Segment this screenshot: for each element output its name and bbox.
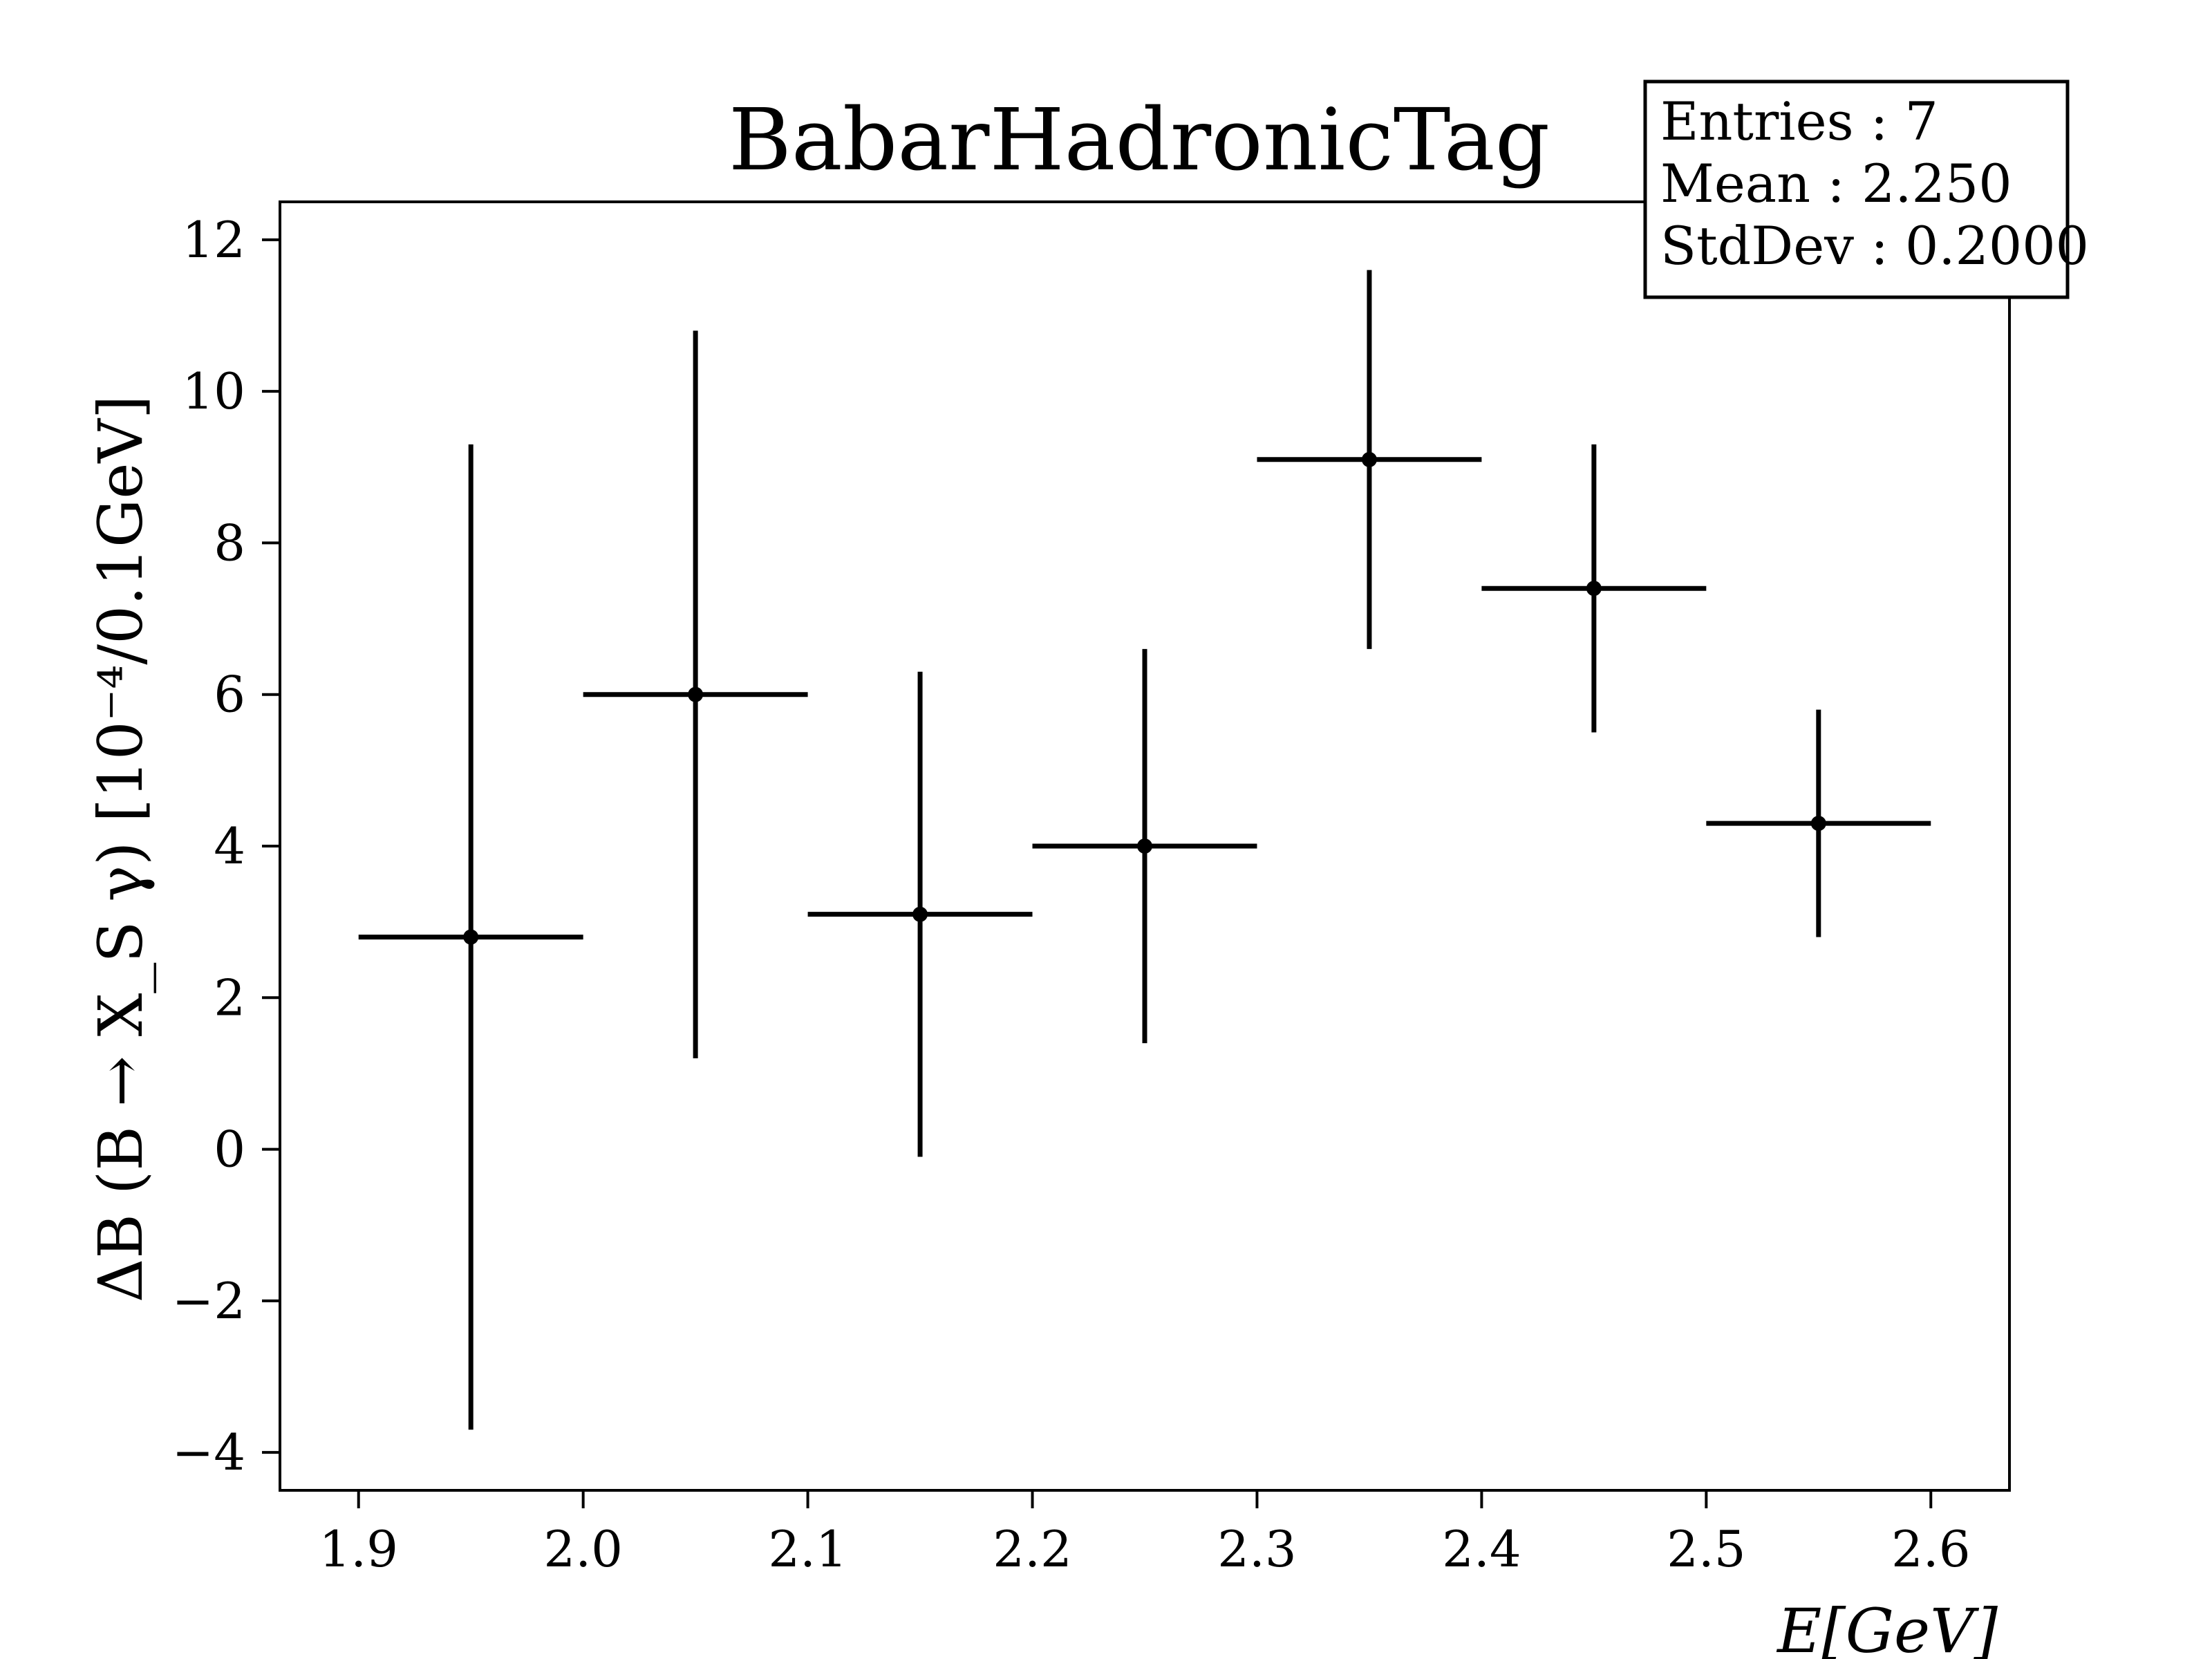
x-tick-label: 2.6 <box>1891 1520 1971 1578</box>
x-axis-label: E[GeV] <box>1776 1595 1998 1659</box>
data-point <box>912 906 928 922</box>
data-point <box>688 686 704 702</box>
data-point <box>463 929 479 945</box>
y-tick-label: 4 <box>214 817 245 875</box>
stats-entries: Entries : 7 <box>1660 91 1938 152</box>
y-axis-label: ΔB (B → X_S γ) [10⁻⁴/0.1GeV] <box>85 395 156 1303</box>
y-tick-label: 2 <box>214 968 245 1027</box>
stats-stddev: StdDev : 0.2000 <box>1660 215 2089 276</box>
data-point <box>1137 838 1152 854</box>
y-tick-label: −2 <box>172 1272 245 1330</box>
x-tick-label: 1.9 <box>319 1520 398 1578</box>
data-marks <box>358 270 1931 1430</box>
stats-box: Entries : 7 Mean : 2.250 StdDev : 0.2000 <box>1643 79 2089 299</box>
x-tick-label: 2.1 <box>768 1520 847 1578</box>
y-tick-label: 10 <box>182 362 245 420</box>
x-tick-label: 2.2 <box>993 1520 1072 1578</box>
x-axis: 1.9 2.0 2.1 2.2 2.3 2.4 2.5 2.6 <box>319 1490 1971 1578</box>
y-tick-label: 6 <box>214 666 245 724</box>
data-point <box>1810 816 1826 832</box>
chart-title: BabarHadronicTag <box>729 91 1550 190</box>
y-tick-label: 8 <box>214 514 245 572</box>
stats-box-frame <box>1643 79 2070 299</box>
y-tick-label: −4 <box>172 1423 245 1481</box>
y-tick-label: 12 <box>182 211 245 269</box>
data-point <box>1361 451 1377 467</box>
x-tick-label: 2.5 <box>1667 1520 1746 1578</box>
x-tick-label: 2.0 <box>543 1520 623 1578</box>
x-tick-label: 2.3 <box>1217 1520 1297 1578</box>
y-axis: −4 −2 0 2 4 6 8 10 12 <box>172 211 280 1481</box>
x-tick-label: 2.4 <box>1442 1520 1521 1578</box>
stats-mean: Mean : 2.250 <box>1660 153 2012 214</box>
data-point <box>1586 581 1602 597</box>
y-tick-label: 0 <box>214 1121 245 1179</box>
